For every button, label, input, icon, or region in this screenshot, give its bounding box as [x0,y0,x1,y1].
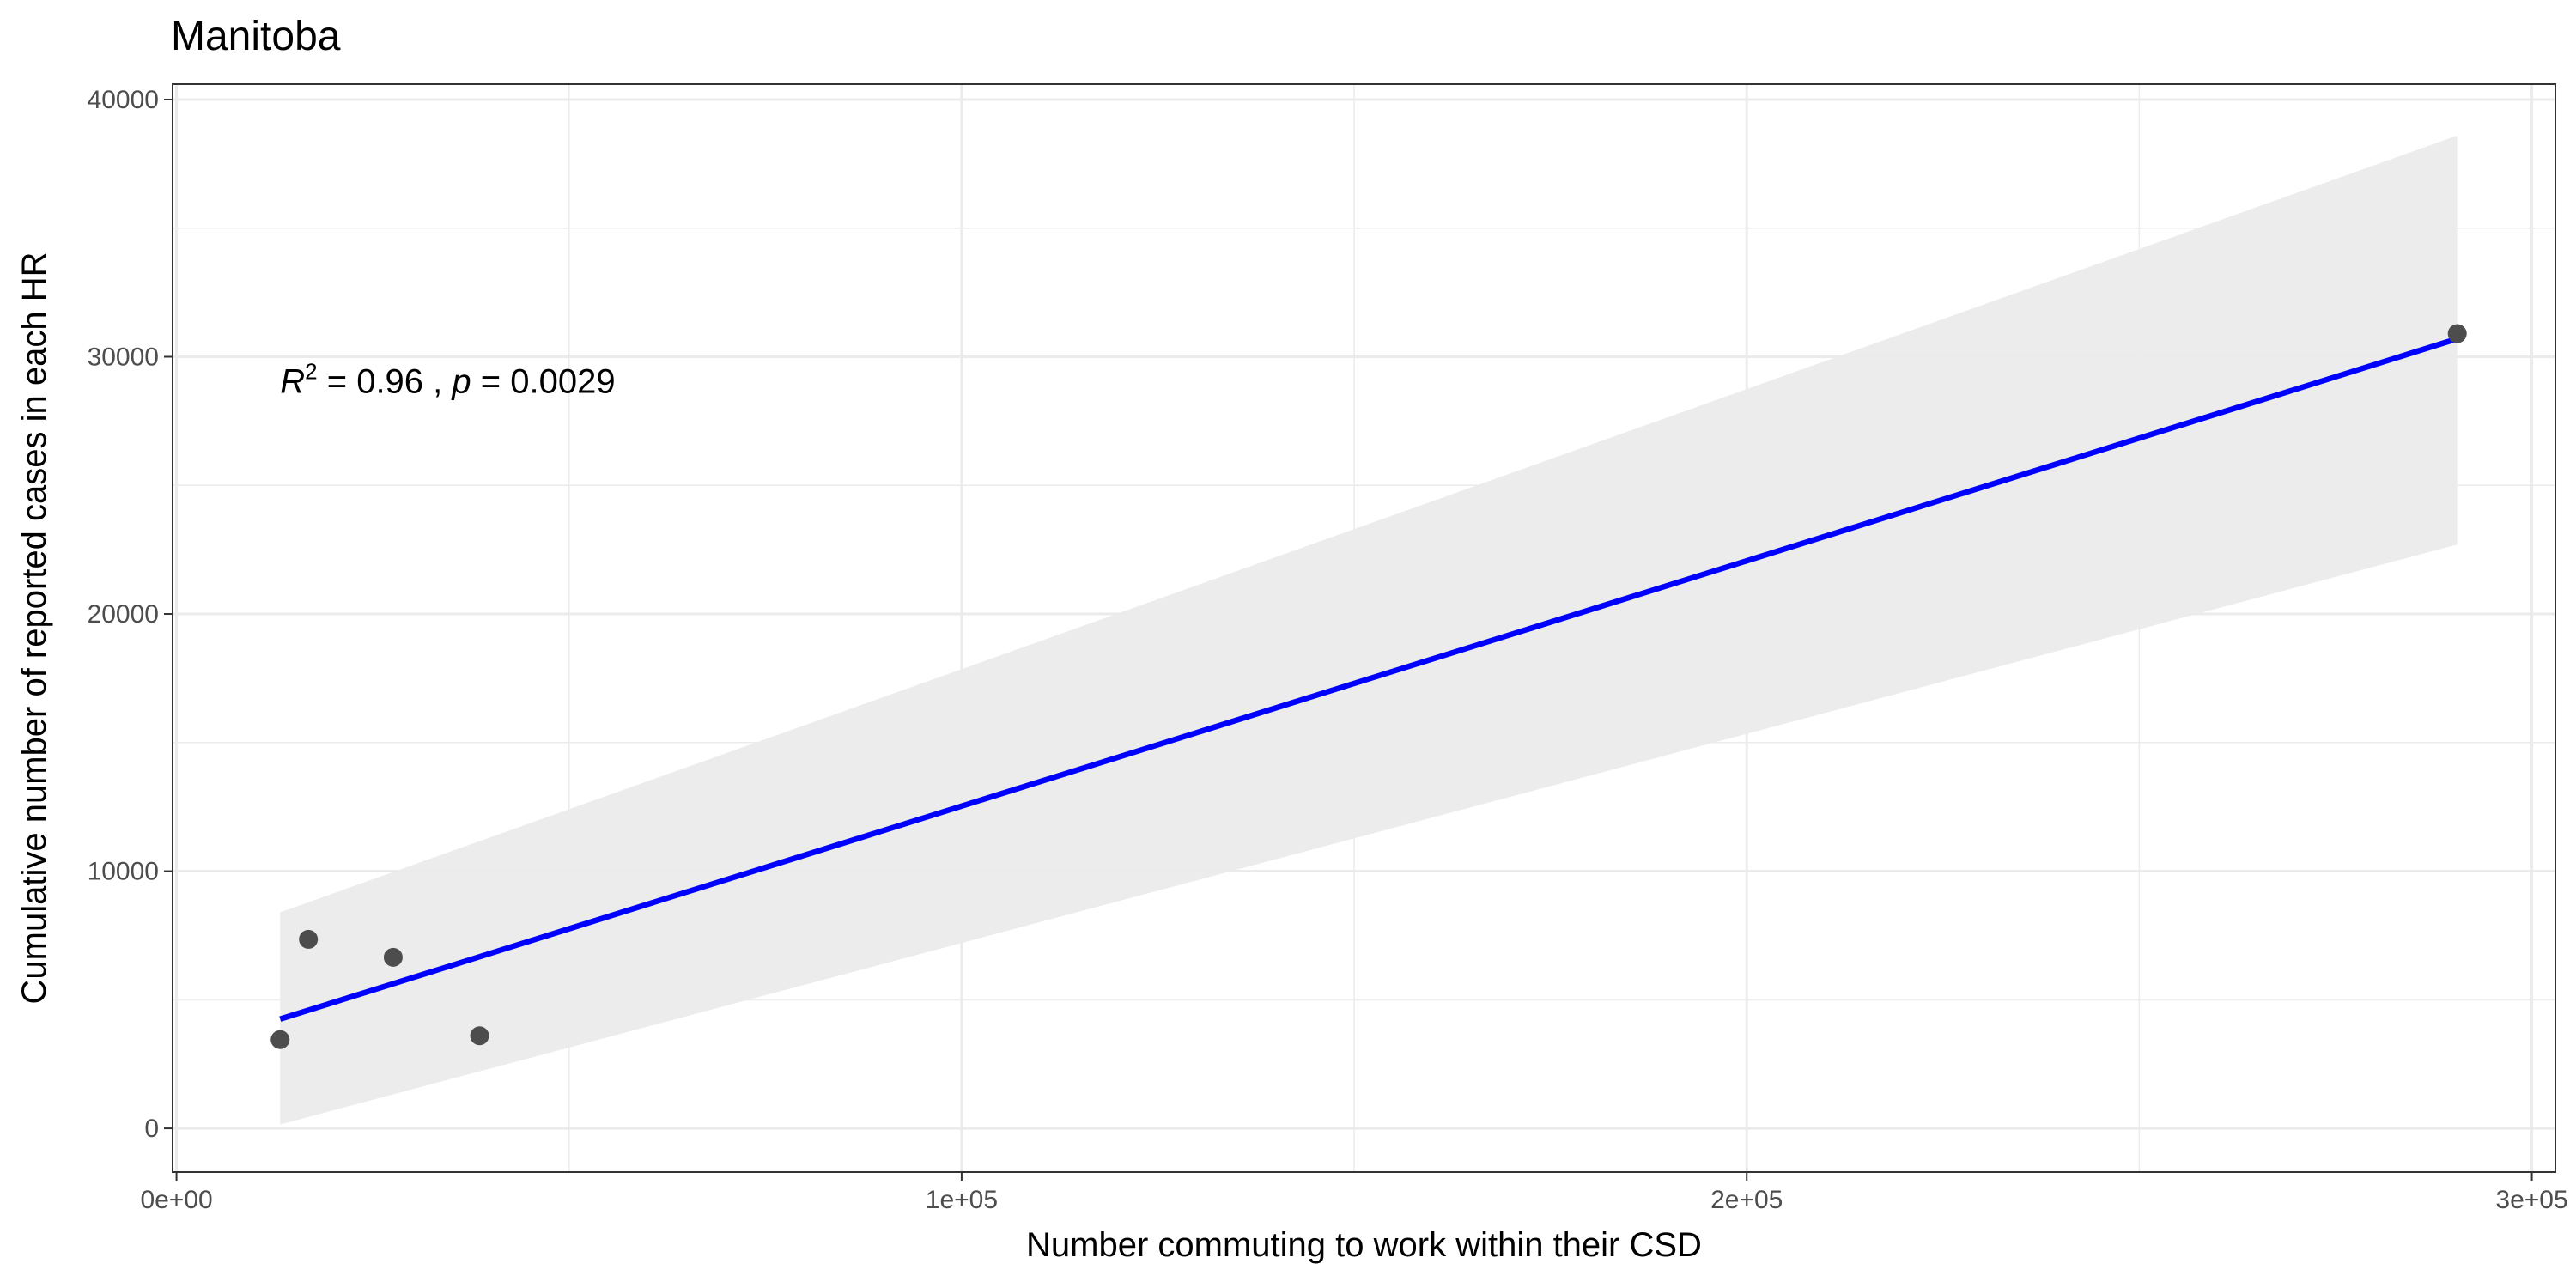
stats-annotation: R2 = 0.96 , p = 0.0029 [280,358,615,400]
confidence-band-group [280,135,2458,1125]
x-tick-label: 2e+05 [1710,1186,1783,1214]
confidence-band [280,135,2458,1125]
x-axis: 0e+00 1e+05 2e+05 3e+05 [140,1172,2568,1214]
y-tick-label: 30000 [88,343,159,371]
data-point [2447,324,2467,343]
points-group [270,324,2467,1049]
p-value: = 0.0029 [471,362,616,400]
data-point [299,929,319,949]
y-tick-label: 10000 [88,858,159,886]
y-axis: 0 10000 20000 30000 40000 [88,86,173,1143]
chart-title: Manitoba [171,14,341,59]
fit-line-group [279,336,2458,1022]
r-value: = 0.96 , [318,362,453,400]
fit-line [279,336,2458,1022]
p-symbol: p [451,362,471,400]
y-tick-label: 0 [144,1115,159,1143]
data-point [383,947,403,967]
x-axis-title: Number commuting to work within their CS… [1026,1226,1702,1264]
data-point [270,1030,290,1049]
y-tick-label: 40000 [88,86,159,114]
y-axis-title: Cumulative number of reported cases in e… [15,252,53,1005]
r-symbol: R [280,362,305,400]
data-point [470,1026,489,1046]
x-tick-label: 3e+05 [2495,1186,2567,1214]
x-tick-label: 1e+05 [926,1186,998,1214]
x-tick-label: 0e+00 [140,1186,212,1214]
y-tick-label: 20000 [88,600,159,629]
panel-border [172,83,2556,1173]
r-power: 2 [305,358,317,384]
